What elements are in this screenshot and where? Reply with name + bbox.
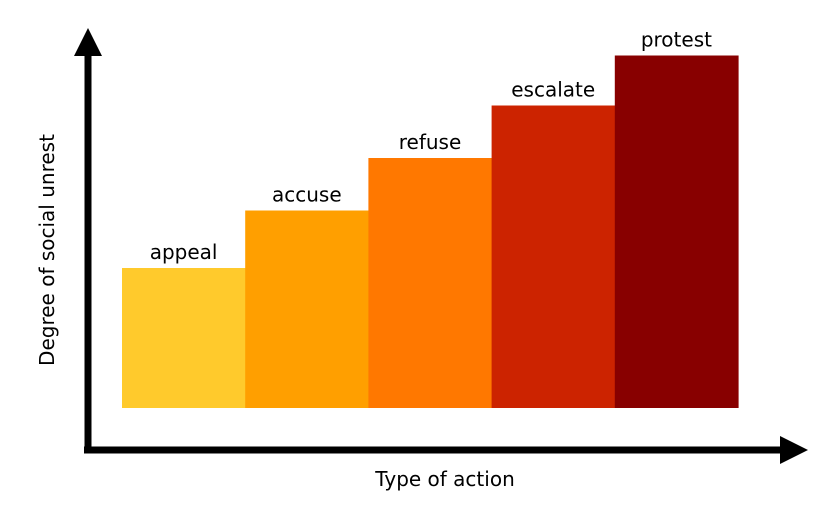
bar-protest [614, 55, 739, 408]
bar-label-appeal: appeal [150, 240, 218, 264]
bar-label-protest: protest [641, 28, 712, 52]
y-axis-arrow-icon [74, 28, 102, 56]
bar-appeal [122, 268, 246, 408]
x-axis-arrow-icon [780, 436, 808, 464]
bar-accuse [245, 210, 369, 408]
bar-labels-group: appeal accuse refuse escalate protest [150, 28, 712, 265]
bar-label-accuse: accuse [272, 183, 342, 207]
y-axis-title: Degree of social unrest [35, 134, 59, 366]
bars-group [122, 55, 739, 408]
bar-escalate [491, 105, 616, 408]
x-axis-title: Type of action [374, 467, 515, 491]
bar-label-escalate: escalate [511, 78, 595, 102]
bar-label-refuse: refuse [399, 130, 462, 154]
bar-refuse [368, 158, 493, 408]
